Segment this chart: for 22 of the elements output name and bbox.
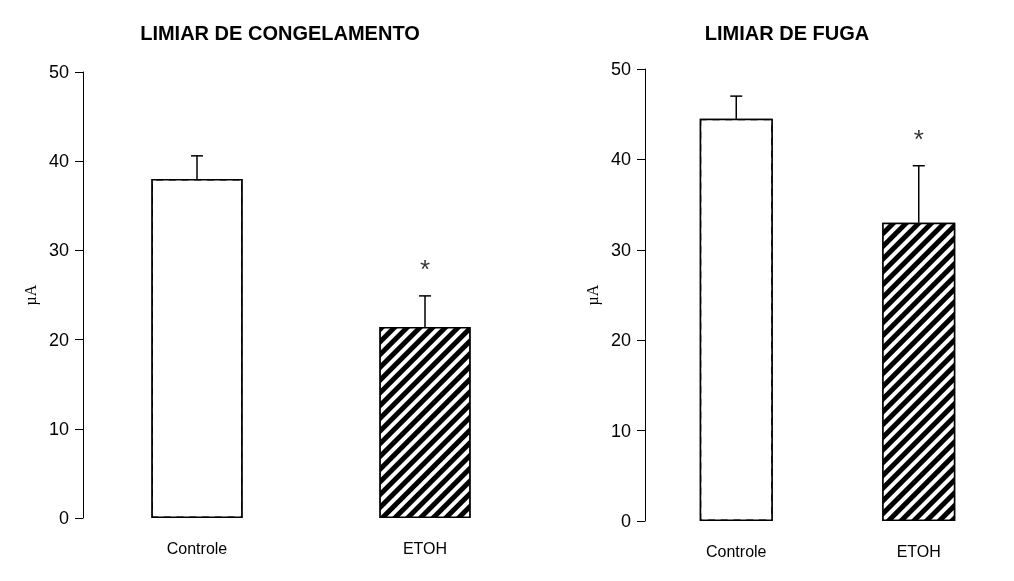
y-tick-label: 50	[48, 62, 69, 82]
y-tick-label: 10	[610, 420, 631, 441]
y-tick-label: 40	[48, 151, 69, 172]
chart-title: LIMIAR DE CONGELAMENTO	[140, 22, 420, 44]
annotation: *	[419, 253, 431, 284]
x-tick-label: ETOH	[896, 542, 941, 560]
annotation: *	[913, 123, 924, 154]
y-tick-label: 0	[58, 508, 69, 528]
y-tick-label: 20	[610, 330, 631, 351]
y-axis-title: µA	[583, 284, 602, 306]
y-tick-label: 0	[620, 511, 631, 531]
x-tick-label: Controle	[706, 542, 767, 560]
y-tick-label: 50	[610, 59, 631, 79]
y-axis-title: µA	[21, 284, 40, 306]
x-tick-label: Controle	[166, 539, 228, 557]
y-tick-label: 40	[610, 149, 631, 170]
y-tick-label: 30	[610, 239, 631, 260]
y-tick-label: 30	[48, 240, 69, 261]
chart-title: LIMIAR DE FUGA	[704, 22, 870, 44]
y-tick-label: 20	[48, 329, 69, 350]
y-tick-label: 10	[48, 418, 69, 439]
x-tick-label: ETOH	[402, 539, 448, 557]
